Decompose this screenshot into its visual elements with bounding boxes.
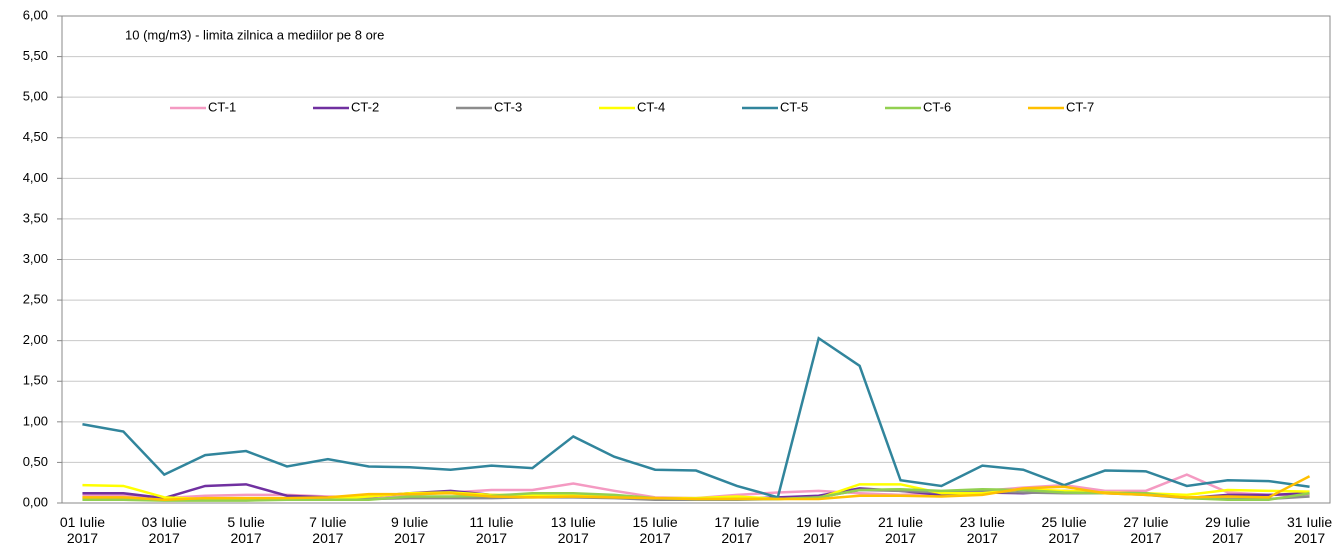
legend-label: CT-2 — [351, 99, 379, 114]
x-tick-label: 27 Iulie 2017 — [1123, 514, 1169, 546]
y-tick-label: 3,00 — [23, 251, 48, 266]
legend-label: CT-6 — [923, 99, 951, 114]
x-tick-label: 7 Iulie 2017 — [309, 514, 347, 546]
x-tick-label: 03 Iulie 2017 — [141, 514, 187, 546]
x-tick-label: 31 Iulie 2017 — [1286, 514, 1333, 546]
y-tick-label: 5,50 — [23, 48, 48, 63]
series-line — [82, 475, 1311, 502]
series-line — [82, 483, 1310, 501]
x-tick-label: 01 Iulie 2017 — [59, 514, 106, 546]
x-tick-label: 5 Iulie 2017 — [227, 514, 265, 546]
y-tick-label: 5,00 — [23, 89, 48, 104]
x-tick-label: 15 Iulie 2017 — [632, 514, 678, 546]
y-tick-label: 1,00 — [23, 413, 48, 428]
y-tick-label: 1,50 — [23, 373, 48, 388]
y-tick-label: 2,00 — [23, 332, 48, 347]
legend-label: CT-1 — [208, 99, 236, 114]
x-tick-label: 23 Iulie 2017 — [959, 514, 1005, 546]
y-tick-label: 4,50 — [23, 129, 48, 144]
x-tick-label: 19 Iulie 2017 — [796, 514, 842, 546]
x-tick-label: 13 Iulie 2017 — [550, 514, 596, 546]
legend-label: CT-7 — [1066, 99, 1094, 114]
legend-label: CT-4 — [637, 99, 665, 114]
x-tick-label: 21 Iulie 2017 — [877, 514, 924, 546]
x-tick-label: 25 Iulie 2017 — [1041, 514, 1087, 546]
plot-border — [61, 15, 1331, 504]
legend-label: CT-3 — [494, 99, 522, 114]
y-tick-label: 4,00 — [23, 170, 48, 185]
series-line — [82, 336, 1310, 499]
y-tick-label: 0,00 — [23, 494, 48, 509]
y-tick-label: 2,50 — [23, 292, 48, 307]
x-tick-label: 9 Iulie 2017 — [390, 514, 429, 546]
y-tick-label: 3,50 — [23, 210, 48, 225]
y-tick-label: 0,50 — [23, 454, 48, 469]
x-tick-label: 17 Iulie 2017 — [714, 514, 760, 546]
legend-label: CT-5 — [780, 99, 808, 114]
x-tick-label: 29 Iulie 2017 — [1205, 514, 1251, 546]
y-tick-label: 6,00 — [23, 7, 48, 22]
annotation: 10 (mg/m3) - limita zilnica a mediilor p… — [125, 27, 384, 42]
x-tick-label: 11 Iulie 2017 — [469, 514, 514, 546]
